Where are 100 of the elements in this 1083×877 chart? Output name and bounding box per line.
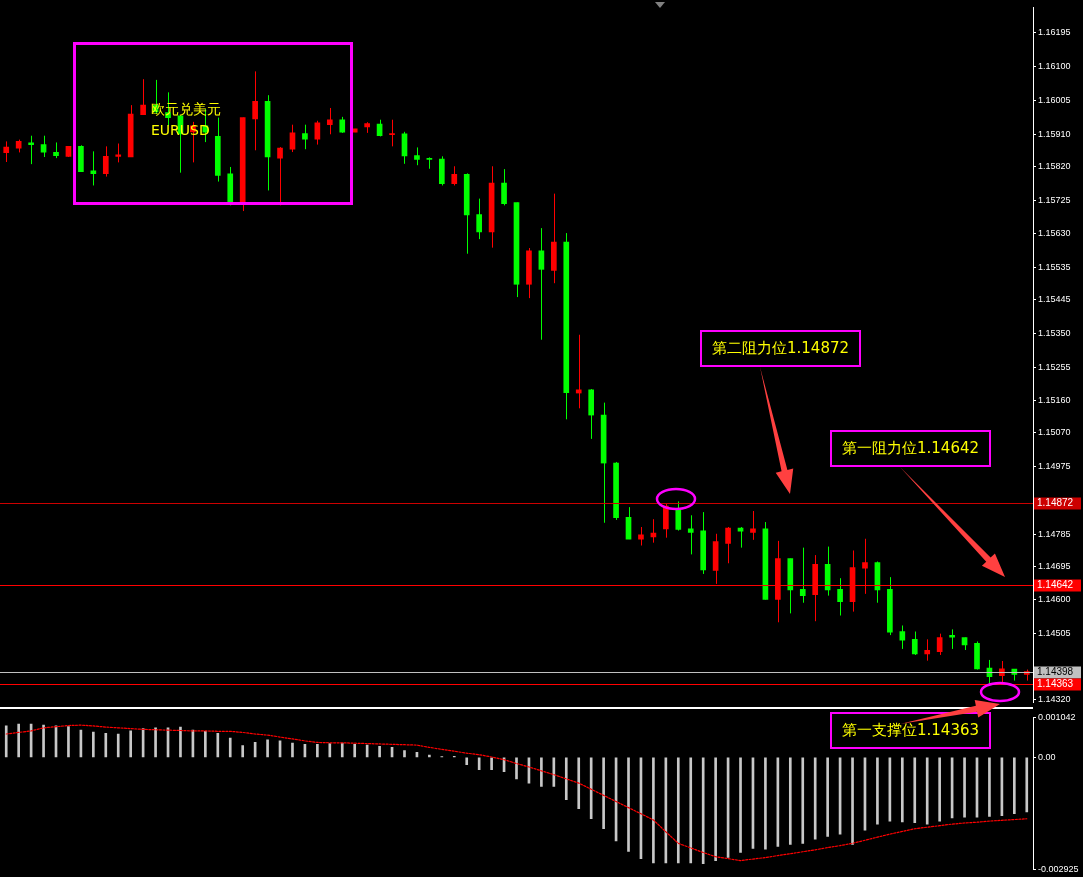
bar	[1013, 757, 1016, 815]
bar	[589, 757, 593, 820]
bar	[540, 757, 543, 787]
ref-line-label: 1.14872	[1037, 497, 1074, 509]
y-tick-label: 1.14695	[1038, 560, 1071, 571]
bar	[813, 757, 817, 840]
candlestick	[837, 577, 843, 617]
candlestick	[426, 156, 433, 170]
y-tick-label: 0.00	[1038, 751, 1056, 762]
candlestick	[949, 628, 955, 650]
bar	[42, 724, 45, 758]
bar	[403, 750, 406, 758]
annotation: 第一阻力位1.14642	[830, 430, 992, 467]
bar	[788, 757, 792, 845]
annotation: 第二阻力位1.14872	[700, 330, 862, 367]
bar	[316, 744, 319, 758]
bar	[291, 742, 294, 758]
bar	[689, 757, 693, 864]
bar	[129, 730, 133, 758]
candlestick	[899, 624, 906, 650]
bar	[627, 757, 630, 852]
candlestick	[302, 124, 308, 150]
y-tick-label: 1.16100	[1038, 61, 1071, 72]
bar	[490, 757, 493, 770]
y-tick-label: 1.15630	[1038, 228, 1071, 239]
y-tick-label: 1.14505	[1038, 628, 1071, 639]
candlestick	[725, 526, 731, 564]
bar	[116, 733, 120, 758]
bar	[67, 726, 70, 758]
bar	[378, 745, 381, 758]
bar	[228, 737, 232, 758]
candlestick	[252, 70, 258, 151]
bar	[851, 757, 854, 845]
candlestick	[3, 140, 10, 163]
candlestick	[476, 198, 482, 240]
candlestick	[389, 119, 395, 147]
y-tick-label: 1.15070	[1038, 427, 1071, 438]
bar	[938, 757, 941, 822]
y-tick-label: 1.15725	[1038, 194, 1071, 205]
candlestick	[663, 503, 669, 539]
bar	[328, 743, 332, 758]
bar	[913, 757, 917, 823]
bar	[701, 757, 705, 864]
candlestick	[501, 168, 507, 206]
bar	[204, 730, 207, 758]
bar	[764, 757, 767, 850]
bar	[104, 732, 108, 758]
candlestick	[799, 547, 806, 604]
y-tick-label: 1.15910	[1038, 128, 1071, 139]
bar	[515, 757, 518, 780]
y-tick-label: 1.14320	[1038, 693, 1071, 704]
ref-line-label: 1.14363	[1037, 678, 1074, 690]
bar	[1025, 757, 1029, 813]
y-tick-label: 1.15535	[1038, 262, 1071, 273]
candlestick	[924, 638, 931, 662]
bar	[876, 757, 879, 825]
bar	[652, 757, 655, 864]
bar	[714, 757, 717, 861]
candlestick	[451, 165, 458, 186]
bar	[340, 742, 344, 758]
bar	[925, 757, 929, 825]
y-tick-label: 1.14975	[1038, 461, 1071, 472]
candlestick	[326, 107, 333, 135]
bar	[179, 726, 182, 758]
bar	[266, 739, 269, 758]
bar	[17, 723, 20, 758]
ref-line-label: 1.14642	[1037, 579, 1074, 591]
bar	[826, 757, 829, 837]
y-tick-label: 1.16005	[1038, 95, 1071, 105]
bar	[241, 745, 245, 758]
candlestick	[140, 78, 146, 116]
y-tick-label: 1.15820	[1038, 160, 1071, 171]
bar	[963, 757, 966, 818]
bar	[564, 757, 568, 800]
candlestick	[102, 145, 109, 178]
bar	[801, 757, 805, 844]
candlestick	[911, 631, 918, 656]
candlestick	[28, 135, 34, 165]
ref-line-label: 1.14398	[1037, 666, 1074, 678]
bar	[353, 744, 357, 758]
candlestick	[115, 143, 122, 163]
y-tick-label: 1.15255	[1038, 361, 1071, 372]
bar	[676, 757, 680, 864]
bar	[216, 732, 220, 758]
annotation: 第一支撑位1.14363	[830, 712, 992, 749]
bar	[900, 757, 904, 823]
bar	[92, 731, 95, 758]
y-tick-label: 1.15445	[1038, 294, 1071, 305]
bar	[602, 757, 605, 830]
candlestick	[737, 526, 744, 549]
y-tick-label: 1.16195	[1038, 27, 1071, 38]
y-tick-label: -0.002925	[1038, 864, 1079, 875]
y-tick-label: 1.15160	[1038, 395, 1071, 406]
y-tick-label: 1.14600	[1038, 594, 1071, 605]
candlestick	[675, 500, 682, 532]
candlestick	[687, 514, 694, 555]
candlestick	[750, 510, 756, 541]
line-series	[5, 724, 1028, 862]
y-tick-label: 0.001042	[1038, 711, 1076, 722]
bar	[577, 757, 581, 810]
